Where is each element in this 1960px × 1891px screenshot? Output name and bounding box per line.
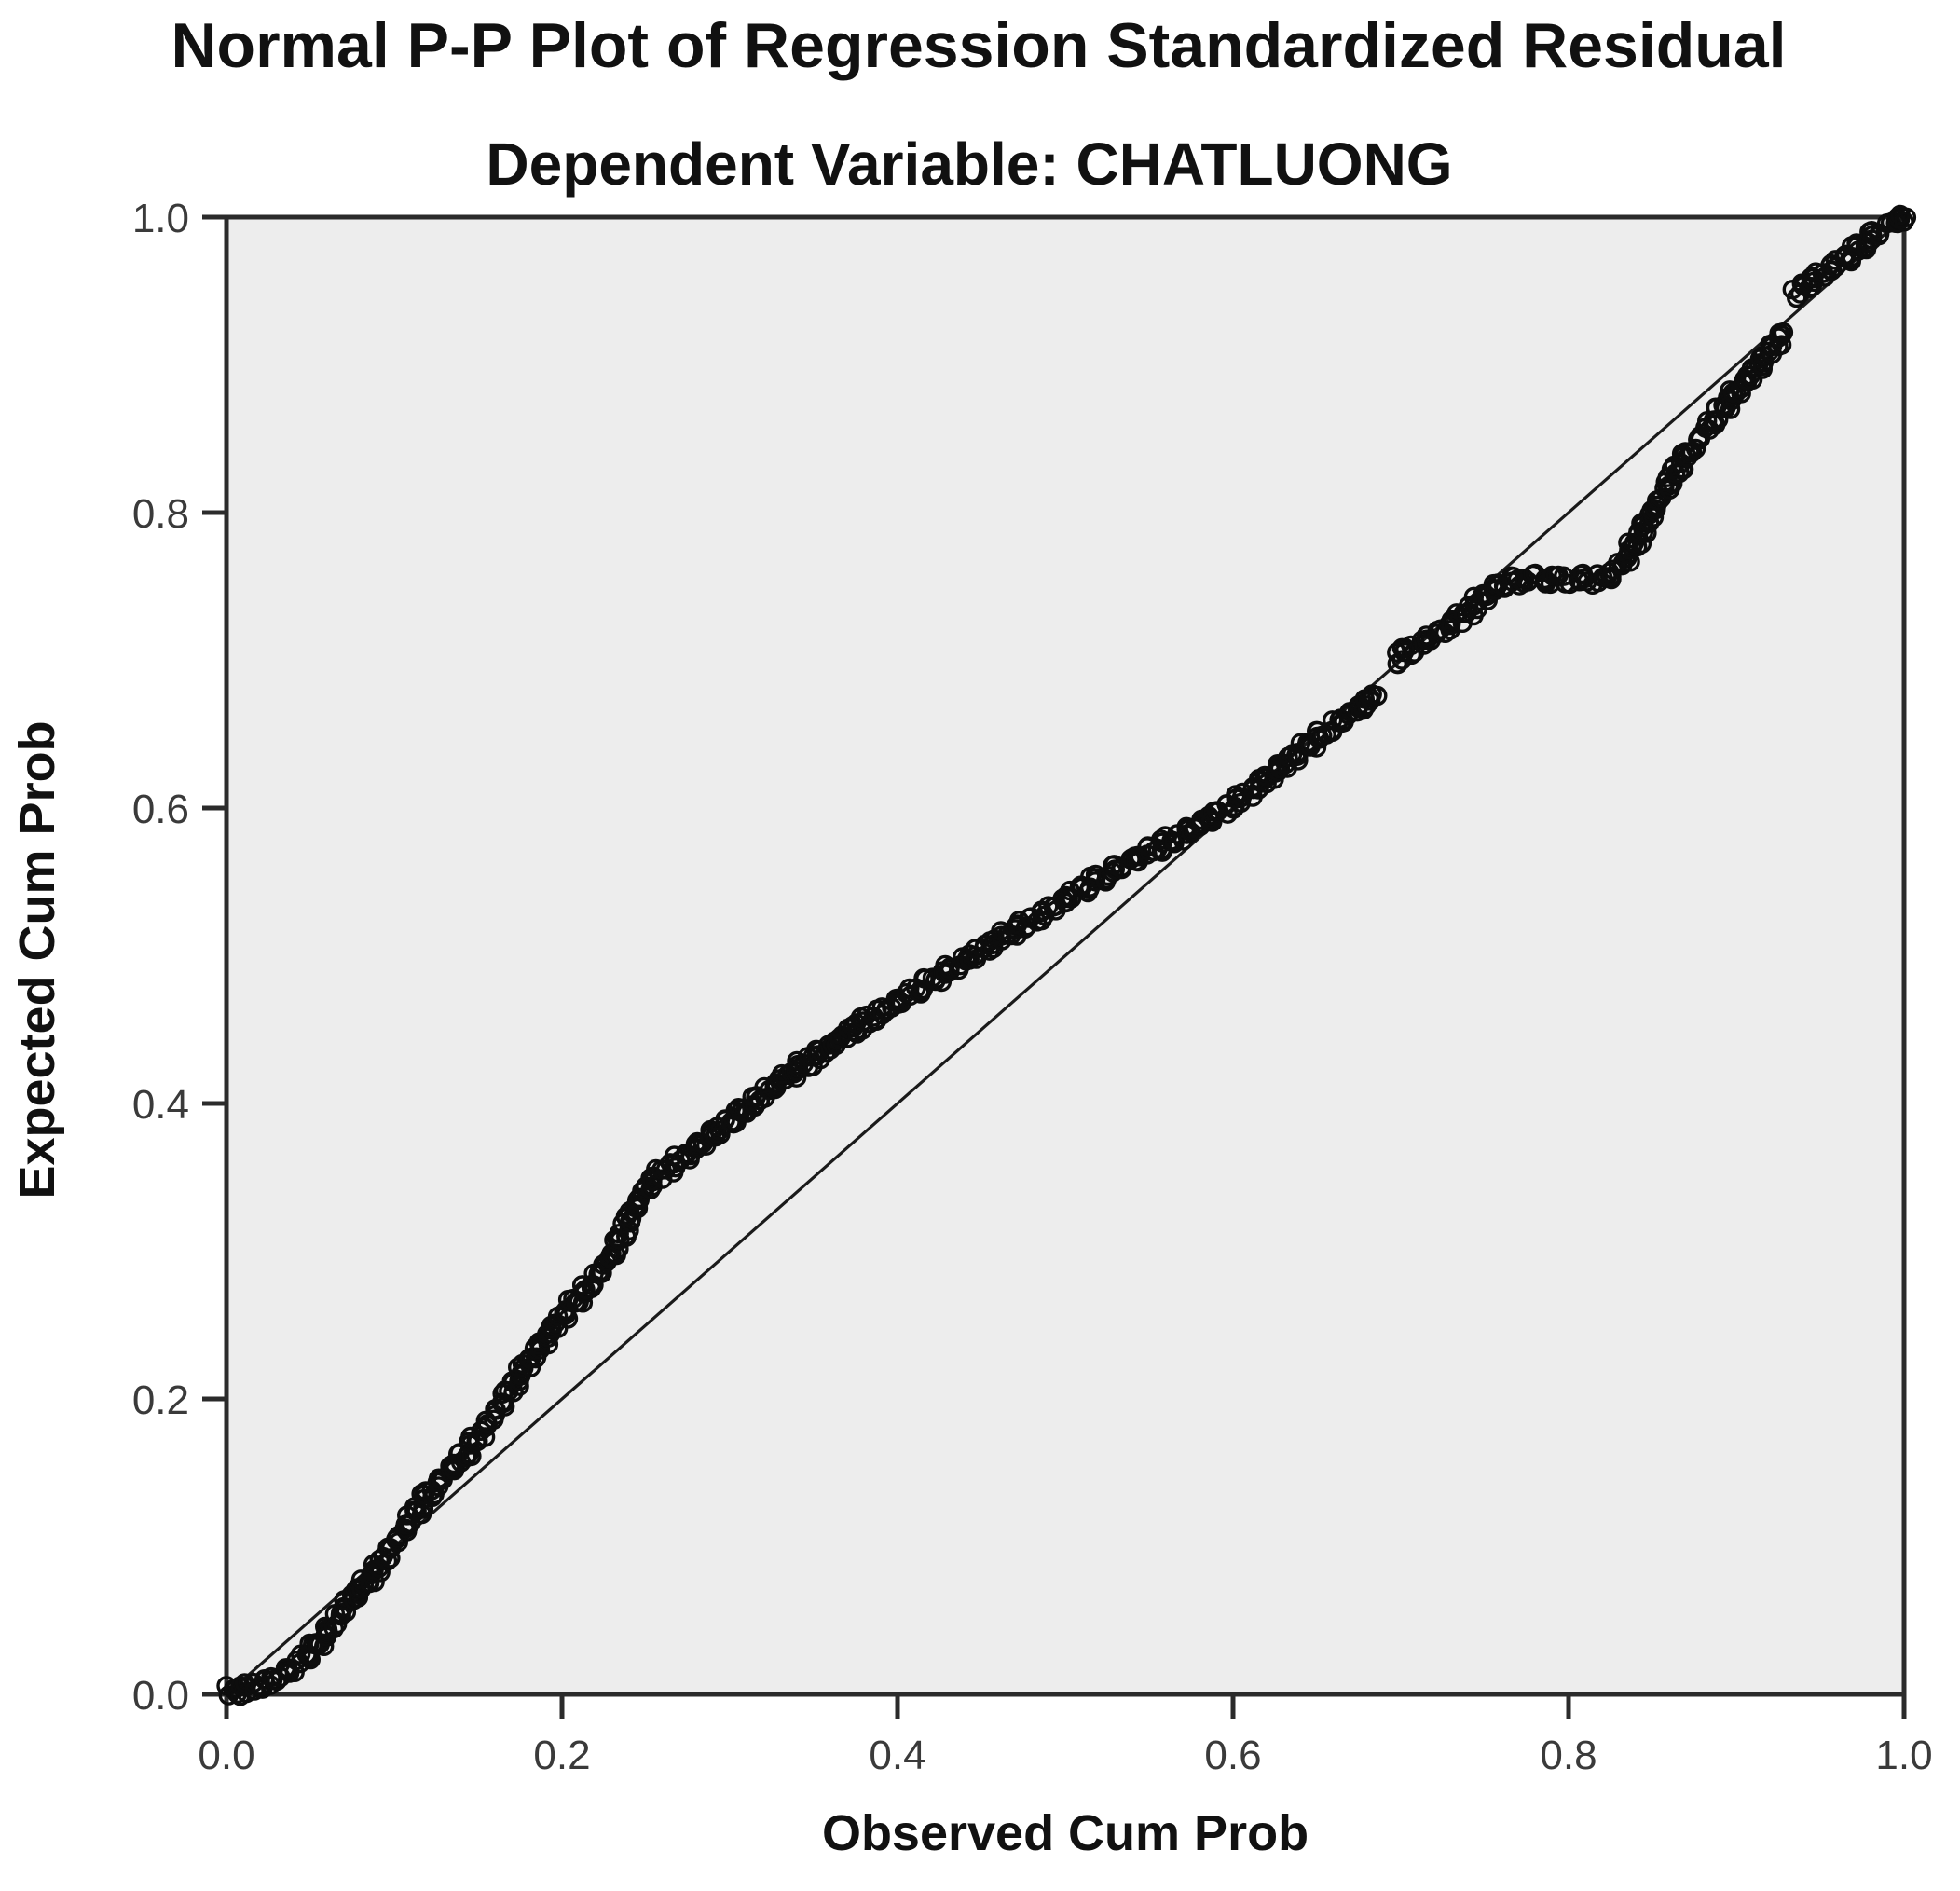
reference-line-group bbox=[225, 215, 1906, 1696]
residual-points-group bbox=[216, 204, 1917, 1706]
data-point bbox=[641, 1171, 663, 1191]
x-tick-label: 0.6 bbox=[1204, 1733, 1261, 1778]
reference-line bbox=[225, 215, 1906, 1696]
x-tick-label: 0.4 bbox=[869, 1733, 925, 1778]
y-tick-label: 0.6 bbox=[132, 787, 189, 832]
axes-ticks-group: 0.0 0.2 0.4 0.6 0.8 1.0 0.0 0.2 0.4 0.6 0.8 1.0 bbox=[132, 196, 1933, 1778]
data-point bbox=[911, 980, 931, 1000]
data-point bbox=[1735, 370, 1757, 391]
x-tick-label: 0.0 bbox=[198, 1733, 254, 1778]
data-point bbox=[1085, 868, 1106, 888]
chart-title: Normal P-P Plot of Regression Standardiz… bbox=[171, 10, 1786, 81]
data-point bbox=[899, 978, 920, 999]
data-point bbox=[503, 1382, 524, 1403]
data-point bbox=[395, 1518, 416, 1539]
data-point bbox=[1862, 225, 1883, 246]
data-point bbox=[1704, 410, 1724, 431]
y-tick-label: 0.2 bbox=[132, 1377, 189, 1423]
data-point bbox=[1773, 322, 1794, 343]
data-point bbox=[1367, 685, 1388, 706]
data-point bbox=[1685, 438, 1706, 459]
y-tick-label: 0.4 bbox=[132, 1082, 189, 1128]
data-point bbox=[377, 1551, 398, 1571]
data-point bbox=[1278, 747, 1298, 768]
data-point bbox=[939, 958, 960, 980]
x-axis-title: Observed Cum Prob bbox=[822, 1805, 1309, 1861]
x-tick-label: 0.8 bbox=[1540, 1733, 1597, 1778]
data-point bbox=[299, 1633, 320, 1654]
data-point bbox=[788, 1058, 809, 1078]
y-tick-label: 1.0 bbox=[132, 196, 189, 241]
data-point bbox=[605, 1243, 625, 1264]
data-point bbox=[316, 1619, 336, 1640]
data-point bbox=[1894, 212, 1914, 232]
data-point bbox=[380, 1548, 401, 1569]
x-tick-label: 1.0 bbox=[1875, 1733, 1932, 1778]
data-point bbox=[670, 1150, 691, 1171]
y-tick-label: 0.0 bbox=[132, 1673, 189, 1719]
x-tick-label: 0.2 bbox=[533, 1733, 590, 1778]
data-point bbox=[913, 967, 934, 989]
y-tick-label: 0.8 bbox=[132, 491, 189, 537]
chart-subtitle: Dependent Variable: CHATLUONG bbox=[486, 130, 1452, 198]
data-point bbox=[1821, 261, 1842, 281]
y-axis-title: Expected Cum Prob bbox=[9, 720, 65, 1199]
data-point bbox=[1312, 725, 1333, 746]
data-point bbox=[619, 1220, 639, 1241]
data-point bbox=[1440, 614, 1461, 636]
